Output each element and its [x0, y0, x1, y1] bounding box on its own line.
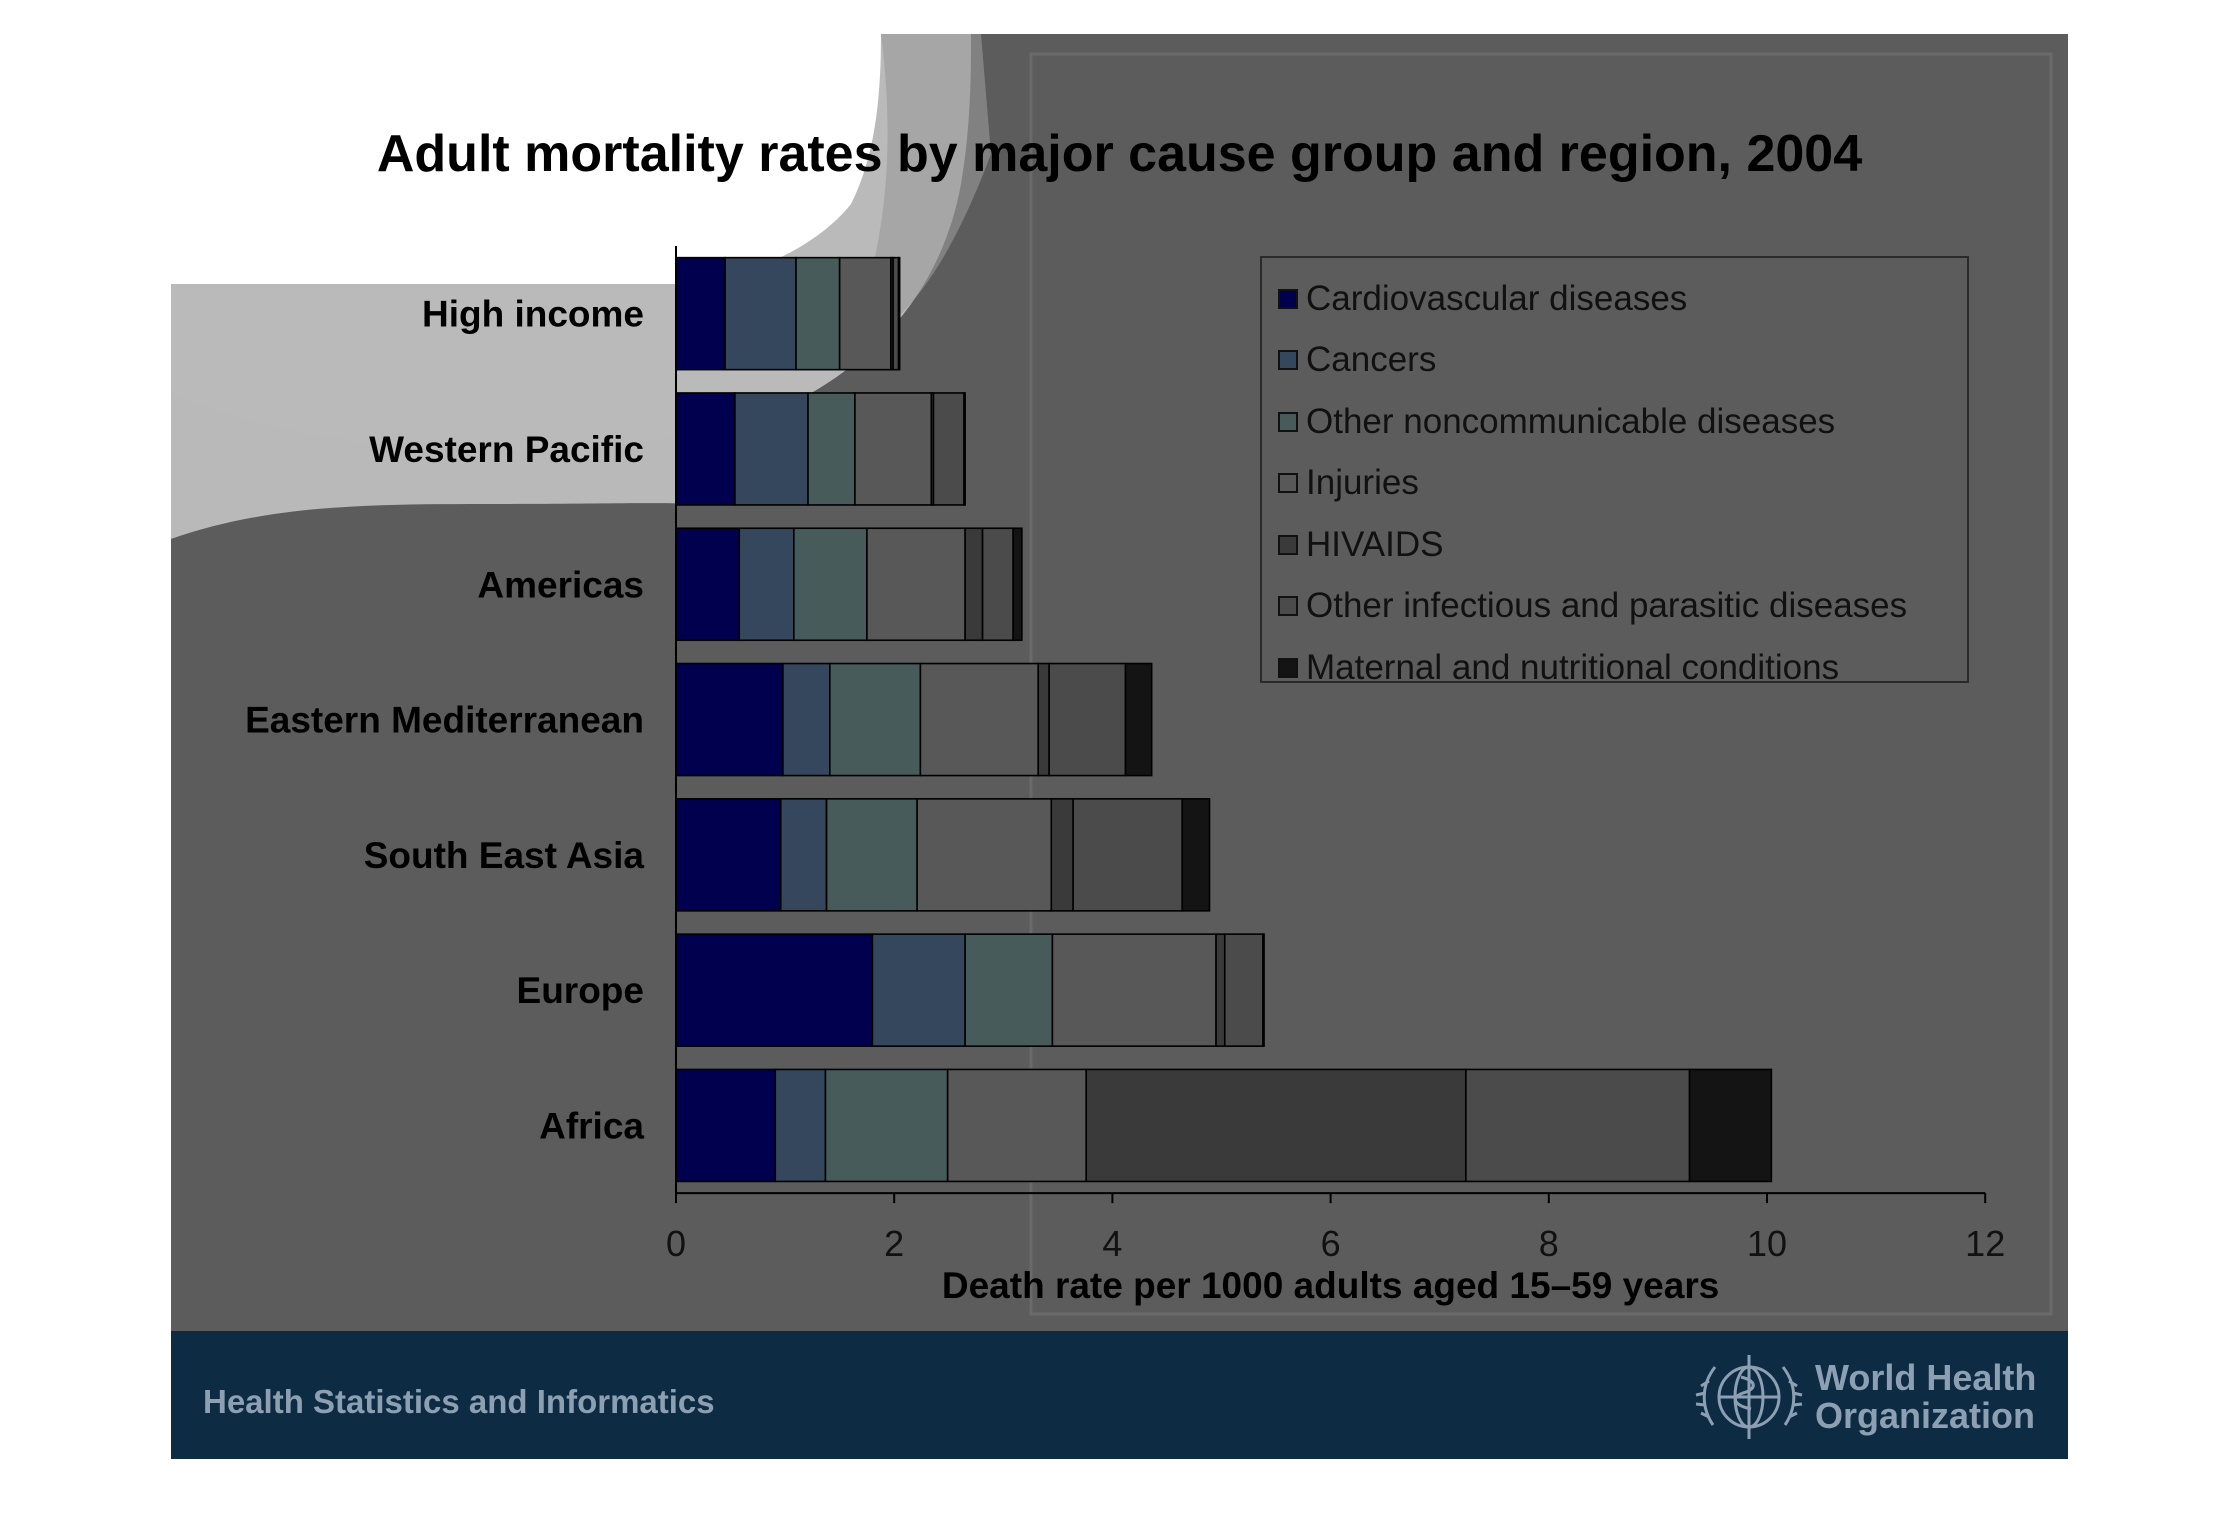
legend-label: Other noncommunicable diseases: [1306, 401, 1836, 441]
bar-segment: [1085, 1068, 1467, 1183]
bar-segment: [1048, 662, 1127, 777]
bar-segment: [854, 392, 933, 506]
bar-segment: [1262, 933, 1265, 1047]
footer-bar: Health Statistics and Informatics World …: [171, 1331, 2068, 1459]
bar-segment: [866, 527, 966, 642]
bar-segment: [1124, 662, 1153, 777]
bar-segment: [675, 527, 741, 642]
bar-segment: [871, 933, 966, 1047]
bar-segment: [892, 256, 900, 371]
bar-segment: [675, 798, 782, 912]
x-tick-label: 6: [1321, 1223, 1341, 1264]
legend-item: Cardiovascular diseases: [1262, 268, 1967, 330]
bar-segment: [1012, 527, 1023, 642]
y-category-label: Americas: [477, 564, 644, 605]
legend-label: Other infectious and parasitic diseases: [1306, 586, 1908, 626]
bar-segment: [795, 256, 841, 371]
y-category-label: High income: [422, 294, 644, 335]
who-logo-text-line1: World Health: [1815, 1357, 2037, 1398]
x-tick-label: 2: [884, 1223, 904, 1264]
y-category-label: Europe: [517, 970, 644, 1011]
bar-segment: [1051, 933, 1217, 1047]
bar-segment: [675, 256, 726, 371]
bar-segment: [897, 256, 901, 371]
bar-segment: [793, 527, 868, 642]
x-tick-label: 0: [666, 1223, 686, 1264]
legend-item: HIVAIDS: [1262, 514, 1967, 576]
bar-segment: [675, 1068, 777, 1183]
legend-swatch: [1278, 350, 1298, 371]
y-category-label: South East Asia: [364, 835, 645, 876]
footer-text: Health Statistics and Informatics: [203, 1383, 715, 1420]
bar-segment: [1181, 798, 1211, 912]
legend-swatch: [1278, 411, 1298, 432]
legend-swatch: [1278, 534, 1298, 555]
bar-segment: [675, 933, 874, 1047]
bar-segment: [1050, 798, 1074, 912]
y-category-label: Eastern Mediterranean: [245, 700, 644, 741]
bar-segment: [724, 256, 797, 371]
x-tick-label: 12: [1965, 1223, 2005, 1264]
bar-segment: [964, 527, 984, 642]
bar-segment: [981, 527, 1014, 642]
legend-item: Injuries: [1262, 453, 1967, 515]
bar-segment: [825, 798, 918, 912]
legend-item: Maternal and nutritional conditions: [1262, 637, 1967, 699]
legend-item: Other noncommunicable diseases: [1262, 391, 1967, 453]
bar-segment: [774, 1068, 827, 1183]
legend-swatch: [1278, 473, 1298, 494]
bar-segment: [932, 392, 965, 506]
bar-segment: [964, 933, 1054, 1047]
legend-label: Cardiovascular diseases: [1306, 278, 1688, 318]
bar-segment: [738, 527, 795, 642]
bar-segment: [829, 662, 922, 777]
chart-title: Adult mortality rates by major cause gro…: [376, 125, 1863, 183]
bar-segment: [946, 1068, 1088, 1183]
bar-segment: [1688, 1068, 1773, 1183]
x-tick-label: 4: [1102, 1223, 1122, 1264]
legend-item: Cancers: [1262, 330, 1967, 392]
x-tick-label: 10: [1747, 1223, 1787, 1264]
bar-segment: [675, 662, 784, 777]
chart-legend: Cardiovascular diseases Cancers Other nonc…: [1260, 256, 1969, 687]
legend-label: Cancers: [1306, 340, 1437, 380]
legend-swatch: [1278, 657, 1298, 678]
x-tick-label: 8: [1539, 1223, 1559, 1264]
bar-segment: [919, 662, 1040, 777]
bar-segment: [779, 798, 828, 912]
chart-plot-area: High income Western Pacific Americas Easter…: [245, 246, 2005, 1306]
who-logo: World Health Organization: [1691, 1347, 2051, 1447]
legend-swatch: [1278, 288, 1298, 309]
bar-segment: [963, 392, 966, 506]
who-emblem-icon: [1695, 1355, 1803, 1439]
bar-segment: [1465, 1068, 1691, 1183]
bar-segment: [916, 798, 1053, 912]
legend-label: Maternal and nutritional conditions: [1306, 647, 1840, 687]
legend-label: HIVAIDS: [1306, 524, 1444, 564]
slide: High income Western Pacific Americas Easter…: [171, 34, 2068, 1459]
bar-segment: [807, 392, 856, 506]
x-axis-title: Death rate per 1000 adults aged 15–59 ye…: [942, 1265, 1719, 1306]
bar-segment: [782, 662, 831, 777]
y-category-label: Western Pacific: [369, 429, 644, 470]
legend-item: Other infectious and parasitic diseases: [1262, 576, 1967, 638]
legend-label: Injuries: [1306, 463, 1419, 503]
bar-segment: [1223, 933, 1264, 1047]
bar-segment: [824, 1068, 949, 1183]
bar-segment: [675, 392, 736, 506]
bar-segment: [1072, 798, 1184, 912]
bar-segment: [1037, 662, 1050, 777]
who-logo-text-line2: Organization: [1815, 1395, 2036, 1436]
bar-segment: [1215, 933, 1226, 1047]
bar-segment: [734, 392, 809, 506]
bar-segment: [838, 256, 892, 371]
legend-swatch: [1278, 596, 1298, 617]
y-category-label: Africa: [539, 1105, 644, 1146]
